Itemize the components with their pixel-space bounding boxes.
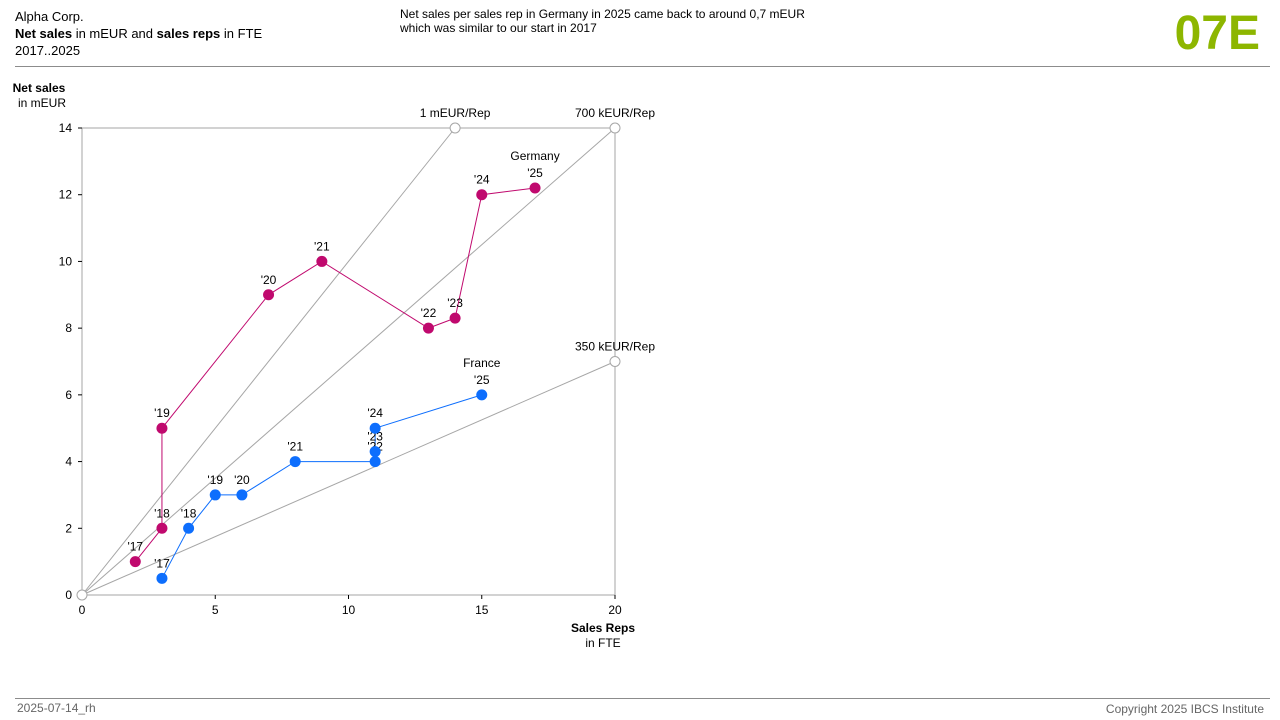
data-point	[529, 182, 541, 194]
data-point	[449, 312, 461, 324]
data-label: '24	[367, 406, 383, 420]
data-point	[476, 189, 488, 201]
y-tick-label: 12	[59, 188, 73, 202]
data-label: '24	[474, 173, 490, 187]
data-point	[209, 489, 221, 501]
data-label: '21	[314, 239, 330, 253]
data-point	[369, 446, 381, 458]
footer-date: 2025-07-14_rh	[17, 701, 96, 715]
measure-line: Net sales in mEUR and sales reps in FTE	[15, 25, 262, 42]
origin-marker	[76, 589, 88, 601]
data-point	[476, 389, 488, 401]
reference-line-end-marker	[609, 122, 621, 134]
footer-copyright: Copyright 2025 IBCS Institute	[1105, 702, 1264, 716]
reference-line-label: 350 kEUR/Rep	[575, 340, 655, 354]
reference-line-label: 700 kEUR/Rep	[575, 106, 655, 120]
x-tick-label: 0	[79, 603, 86, 617]
y-tick-label: 8	[65, 321, 72, 335]
data-point	[183, 522, 195, 534]
data-label: '20	[234, 473, 250, 487]
footer-divider	[15, 698, 1270, 699]
y-tick-label: 6	[65, 388, 72, 402]
data-point	[156, 422, 168, 434]
data-label: '25	[474, 373, 490, 387]
x-tick-label: 15	[475, 603, 489, 617]
data-label: '21	[287, 440, 303, 454]
period: 2017..2025	[15, 43, 81, 58]
company-name: Alpha Corp.	[15, 9, 84, 24]
chart-message: Net sales per sales rep in Germany in 20…	[400, 7, 860, 35]
measure-net-sales: Net sales	[15, 26, 73, 41]
x-tick-label: 5	[212, 603, 219, 617]
data-point	[369, 422, 381, 434]
reference-line	[81, 361, 616, 596]
y-axis-unit: in mEUR	[18, 96, 66, 110]
measure-sales-reps: sales reps	[156, 26, 221, 41]
y-tick-label: 10	[59, 254, 73, 268]
x-axis-title: Sales Reps	[571, 621, 635, 635]
message-line-2: which was similar to our start in 2017	[400, 21, 597, 35]
data-label: '17	[127, 540, 143, 554]
data-point	[129, 556, 141, 568]
y-axis-title: Net sales	[13, 81, 66, 95]
series-label: Germany	[510, 149, 559, 163]
data-label: '17	[154, 556, 170, 570]
data-point	[369, 456, 381, 468]
data-point	[263, 289, 275, 301]
data-point	[156, 522, 168, 534]
y-tick-label: 14	[59, 121, 73, 135]
x-tick-label: 20	[608, 603, 622, 617]
data-point	[289, 456, 301, 468]
data-label: '22	[421, 306, 437, 320]
plot-area: 0 2 4 6 8 10 12 14 0 5 10 15 20 1 mEUR/Rep 700 kEUR/Re…	[59, 106, 656, 617]
data-label: '23	[367, 430, 383, 444]
page-id: 07E	[1174, 7, 1260, 60]
x-axis-unit: in FTE	[585, 636, 620, 650]
reference-line-end-marker	[449, 122, 461, 134]
measure-mid: in mEUR and	[72, 26, 157, 41]
data-label: '23	[447, 296, 463, 310]
y-tick-label: 2	[65, 521, 72, 535]
data-label: '20	[261, 273, 277, 287]
data-label: '18	[181, 506, 197, 520]
y-tick-label: 4	[65, 455, 72, 469]
header-divider	[15, 66, 1270, 67]
data-label: '19	[207, 473, 223, 487]
data-label: '19	[154, 406, 170, 420]
reference-line-label: 1 mEUR/Rep	[420, 106, 491, 120]
reference-line	[81, 127, 616, 596]
data-point	[156, 572, 168, 584]
data-label: '25	[527, 166, 543, 180]
reference-line-end-marker	[609, 356, 621, 367]
data-label: '18	[154, 506, 170, 520]
reference-line	[81, 127, 456, 596]
data-point	[316, 255, 328, 267]
y-tick-label: 0	[65, 588, 72, 602]
series-label: France	[463, 356, 501, 370]
measure-end: in FTE	[220, 26, 263, 41]
x-tick-label: 10	[342, 603, 356, 617]
chart-header: Alpha Corp. Net sales in mEUR and sales …	[15, 8, 262, 59]
message-line-1: Net sales per sales rep in Germany in 20…	[400, 7, 805, 21]
data-point	[236, 489, 248, 501]
data-point	[422, 322, 434, 334]
